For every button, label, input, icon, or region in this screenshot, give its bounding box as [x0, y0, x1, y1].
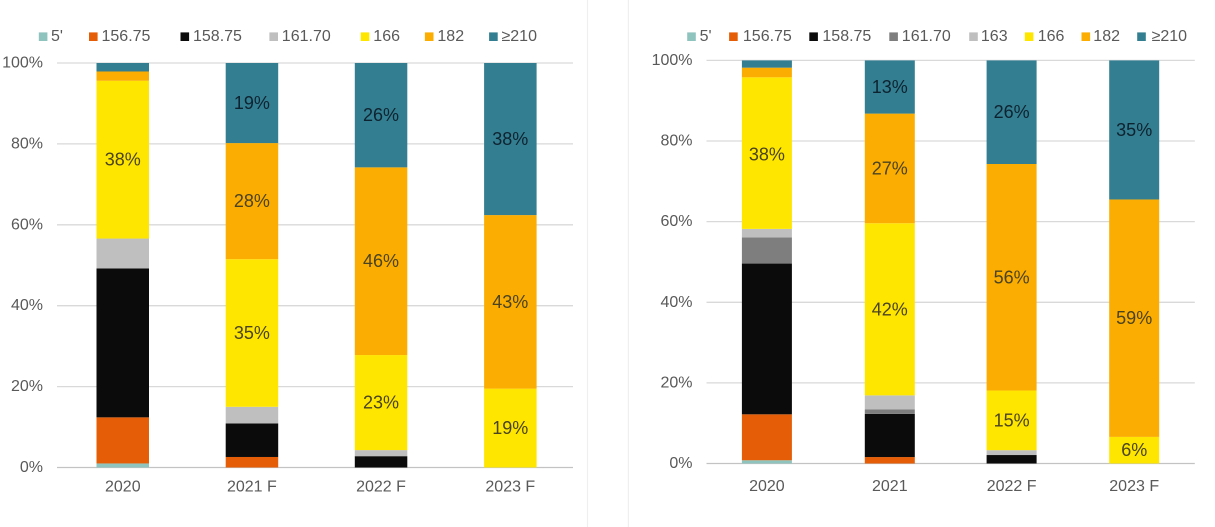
- svg-text:2022 F: 2022 F: [356, 479, 406, 496]
- svg-text:100%: 100%: [2, 55, 43, 72]
- svg-text:40%: 40%: [11, 297, 43, 314]
- svg-text:56%: 56%: [994, 267, 1030, 287]
- svg-text:19%: 19%: [492, 418, 528, 438]
- svg-text:46%: 46%: [363, 251, 399, 271]
- svg-text:182: 182: [437, 28, 464, 45]
- svg-text:13%: 13%: [872, 77, 908, 97]
- svg-text:80%: 80%: [660, 133, 692, 150]
- svg-text:2023 F: 2023 F: [1109, 478, 1159, 495]
- svg-text:158.75: 158.75: [822, 28, 871, 45]
- svg-text:60%: 60%: [660, 213, 692, 230]
- svg-text:28%: 28%: [234, 191, 270, 211]
- svg-text:40%: 40%: [660, 294, 692, 311]
- svg-text:2022 F: 2022 F: [987, 478, 1037, 495]
- svg-text:161.70: 161.70: [902, 28, 951, 45]
- svg-text:38%: 38%: [492, 129, 528, 149]
- svg-text:161.70: 161.70: [282, 28, 331, 45]
- svg-text:163: 163: [981, 28, 1008, 45]
- svg-text:156.75: 156.75: [102, 28, 151, 45]
- svg-text:2023 F: 2023 F: [485, 479, 535, 496]
- svg-text:35%: 35%: [1116, 120, 1152, 140]
- svg-text:100%: 100%: [652, 52, 693, 69]
- svg-text:0%: 0%: [20, 459, 43, 476]
- svg-text:2021 F: 2021 F: [227, 479, 277, 496]
- svg-text:2021: 2021: [872, 478, 908, 495]
- svg-text:60%: 60%: [11, 216, 43, 233]
- svg-text:43%: 43%: [492, 292, 528, 312]
- svg-text:23%: 23%: [363, 393, 399, 413]
- svg-text:156.75: 156.75: [743, 28, 792, 45]
- svg-text:6%: 6%: [1121, 440, 1147, 460]
- svg-text:158.75: 158.75: [193, 28, 242, 45]
- svg-text:59%: 59%: [1116, 308, 1152, 328]
- svg-text:2020: 2020: [749, 478, 785, 495]
- svg-text:5': 5': [51, 28, 63, 45]
- svg-text:35%: 35%: [234, 323, 270, 343]
- svg-text:80%: 80%: [11, 135, 43, 152]
- svg-text:20%: 20%: [660, 374, 692, 391]
- svg-text:27%: 27%: [872, 158, 908, 178]
- svg-text:26%: 26%: [363, 105, 399, 125]
- svg-text:≥210: ≥210: [502, 28, 538, 45]
- svg-text:166: 166: [1038, 28, 1065, 45]
- svg-text:15%: 15%: [994, 410, 1030, 430]
- svg-text:19%: 19%: [234, 93, 270, 113]
- svg-text:38%: 38%: [105, 150, 141, 170]
- svg-text:42%: 42%: [872, 299, 908, 319]
- svg-text:5': 5': [700, 28, 712, 45]
- svg-text:166: 166: [373, 28, 400, 45]
- svg-text:26%: 26%: [994, 102, 1030, 122]
- svg-text:2020: 2020: [105, 479, 141, 496]
- svg-text:182: 182: [1093, 28, 1120, 45]
- svg-text:20%: 20%: [11, 378, 43, 395]
- svg-text:≥210: ≥210: [1152, 28, 1188, 45]
- svg-text:38%: 38%: [749, 145, 785, 165]
- svg-text:0%: 0%: [669, 455, 692, 472]
